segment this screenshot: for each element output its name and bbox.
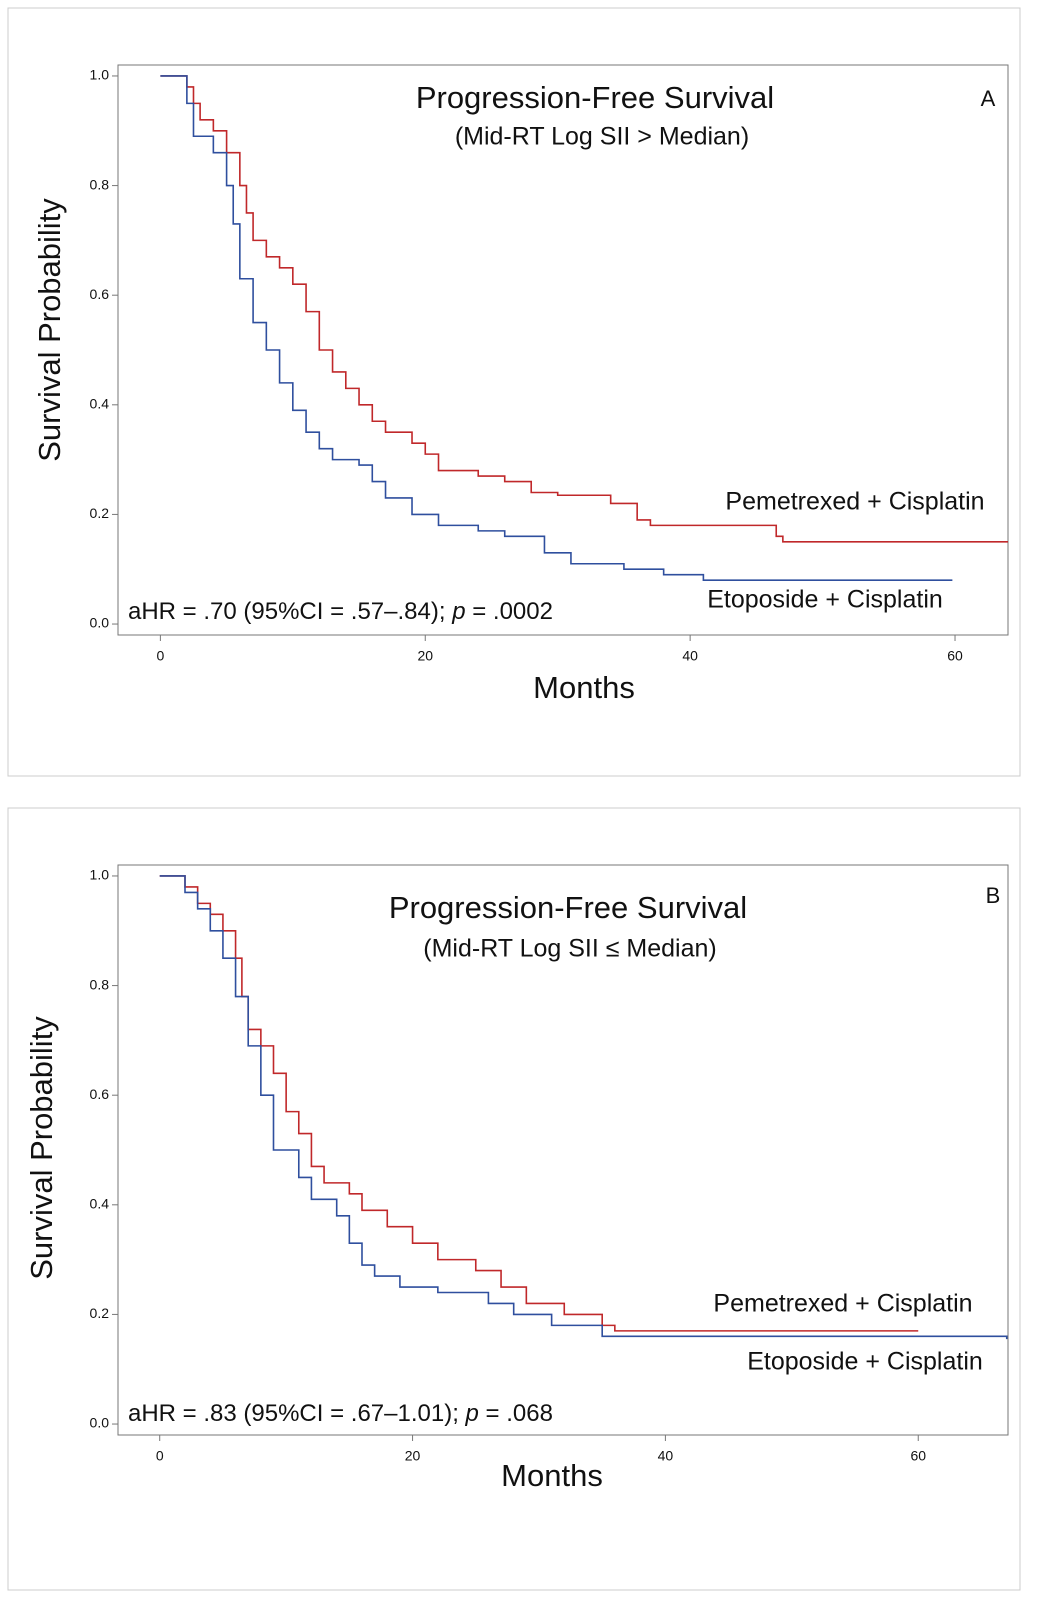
x-tick-label: 40 xyxy=(658,1448,674,1464)
y-axis-title: Survival Probability xyxy=(32,198,67,462)
chart-subtitle: (Mid-RT Log SII ≤ Median) xyxy=(423,935,716,963)
annotation-part: p xyxy=(465,1400,479,1427)
y-axis-title: Survival Probability xyxy=(24,1016,59,1280)
annotation-part: = .068 xyxy=(479,1400,553,1427)
y-tick-label: 0.0 xyxy=(90,615,110,631)
panel-frame xyxy=(7,7,1021,777)
series-label: Etoposide + Cisplatin xyxy=(707,586,943,614)
x-axis-title: Months xyxy=(501,1458,603,1493)
annotation-part: aHR = .70 (95%CI = .57–.84); xyxy=(128,598,452,625)
x-tick-label: 20 xyxy=(417,648,433,664)
annotation-part: aHR = .83 (95%CI = .67–1.01); xyxy=(128,1400,466,1427)
panel-label: B xyxy=(986,883,1001,908)
y-tick-label: 0.0 xyxy=(90,1415,110,1431)
y-tick-label: 0.8 xyxy=(90,976,110,992)
x-tick-label: 60 xyxy=(910,1448,926,1464)
plot-area xyxy=(117,64,1009,636)
survival-curve xyxy=(160,75,1008,543)
y-tick-label: 1.0 xyxy=(90,67,110,83)
series-label: Etoposide + Cisplatin xyxy=(747,1348,983,1376)
x-axis-title: Months xyxy=(533,670,635,705)
annotation: aHR = .83 (95%CI = .67–1.01); p = .068 xyxy=(128,1400,553,1427)
y-tick-label: 0.6 xyxy=(90,286,110,302)
survival-curve xyxy=(159,875,919,1332)
survival-curve xyxy=(160,75,953,581)
y-tick-label: 0.4 xyxy=(90,396,110,412)
y-tick-label: 0.8 xyxy=(90,176,110,192)
x-tick-label: 20 xyxy=(405,1448,421,1464)
plot-area xyxy=(117,864,1009,1436)
panel-label: A xyxy=(981,86,996,111)
panel-frame xyxy=(7,807,1021,1591)
x-tick-label: 40 xyxy=(682,648,698,664)
survival-curve xyxy=(159,875,1008,1340)
x-tick-label: 60 xyxy=(947,648,963,664)
y-tick-label: 0.2 xyxy=(90,1305,110,1321)
chart-title: Progression-Free Survival xyxy=(389,890,747,925)
series-label: Pemetrexed + Cisplatin xyxy=(713,1290,972,1318)
series-label: Pemetrexed + Cisplatin xyxy=(725,488,984,516)
y-tick-label: 1.0 xyxy=(90,867,110,883)
y-tick-label: 0.6 xyxy=(90,1086,110,1102)
annotation: aHR = .70 (95%CI = .57–.84); p = .0002 xyxy=(128,598,553,625)
chart-subtitle: (Mid-RT Log SII > Median) xyxy=(455,123,749,151)
chart-title: Progression-Free Survival xyxy=(416,80,774,115)
x-tick-label: 0 xyxy=(156,648,164,664)
y-tick-label: 0.2 xyxy=(90,505,110,521)
x-tick-label: 0 xyxy=(156,1448,164,1464)
annotation-part: = .0002 xyxy=(466,598,553,625)
y-tick-label: 0.4 xyxy=(90,1196,110,1212)
annotation-part: p xyxy=(451,598,465,625)
